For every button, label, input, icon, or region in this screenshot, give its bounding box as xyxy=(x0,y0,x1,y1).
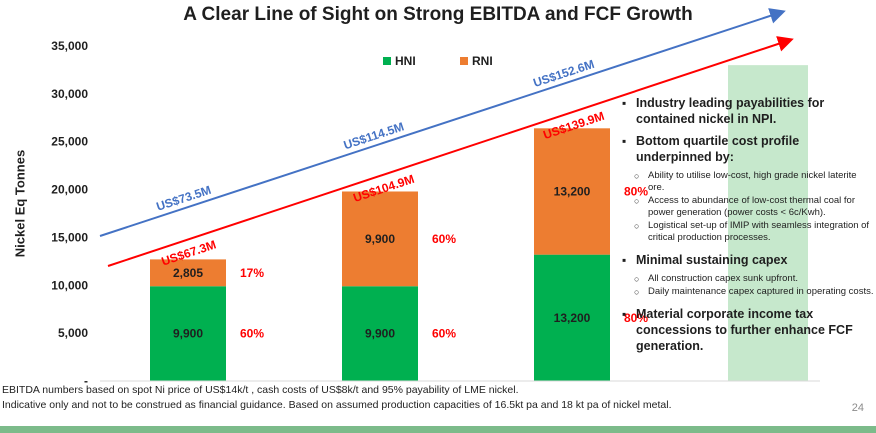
legend-swatch-rni xyxy=(460,57,468,65)
legend-label-hni: HNI xyxy=(395,54,416,68)
rni-pct-label: 17% xyxy=(240,266,264,280)
bullet-tax: Material corporate income tax concession… xyxy=(622,306,874,354)
hni-pct-label: 60% xyxy=(240,327,264,341)
bar-hni xyxy=(150,286,226,381)
page-number: 24 xyxy=(851,402,864,414)
hni-data-label: 9,900 xyxy=(173,327,203,341)
y-tick-label: 5,000 xyxy=(58,326,88,340)
rni-data-label: 9,900 xyxy=(365,232,395,246)
rni-pct-label: 60% xyxy=(432,232,456,246)
bar-rni xyxy=(534,128,610,255)
sub-bullet-ore: Ability to utilise low-cost, high grade … xyxy=(622,170,874,194)
trend-label-fcf: US$152.6M xyxy=(531,57,596,90)
bar-hni xyxy=(342,286,418,381)
trend-line-ebitda xyxy=(107,36,794,267)
hni-data-label: 13,200 xyxy=(554,311,591,325)
bar-rni xyxy=(150,259,226,287)
sub-bullet-maintenance: Daily maintenance capex captured in oper… xyxy=(622,286,874,298)
y-tick-label: 35,000 xyxy=(51,39,88,53)
bar-rni xyxy=(342,191,418,287)
y-tick-label: - xyxy=(84,374,88,388)
trend-label-fcf: US$114.5M xyxy=(342,119,406,152)
y-axis-label: Nickel Eq Tonnes xyxy=(12,149,28,258)
bullet-capex: Minimal sustaining capex xyxy=(622,252,874,268)
footnote-disclaimer: Indicative only and not to be construed … xyxy=(2,399,672,411)
y-tick-label: 30,000 xyxy=(51,87,88,101)
y-tick-label: 15,000 xyxy=(51,230,88,244)
rni-data-label: 2,805 xyxy=(173,266,203,280)
bullet-cost-profile: Bottom quartile cost profile underpinned… xyxy=(622,133,874,165)
sub-bullet-construction: All construction capex sunk upfront. xyxy=(622,273,874,285)
bar-hni xyxy=(534,254,610,381)
y-tick-label: 20,000 xyxy=(51,183,88,197)
bullet-list: Industry leading payabilities for contai… xyxy=(622,95,874,360)
rni-data-label: 13,200 xyxy=(554,184,591,198)
sub-bullet-coal: Access to abundance of low-cost thermal … xyxy=(622,195,874,219)
hni-data-label: 9,900 xyxy=(365,327,395,341)
bottom-accent-bar xyxy=(0,426,876,433)
sub-bullet-logistics: Logistical set-up of IMIP with seamless … xyxy=(622,220,874,244)
footnote-ebitda: EBITDA numbers based on spot Ni price of… xyxy=(2,384,519,396)
hni-pct-label: 60% xyxy=(432,327,456,341)
y-tick-label: 10,000 xyxy=(51,278,88,292)
legend-swatch-hni xyxy=(383,57,391,65)
trend-line-fcf xyxy=(99,8,786,237)
bullet-payabilities: Industry leading payabilities for contai… xyxy=(622,95,874,127)
y-tick-label: 25,000 xyxy=(51,135,88,149)
chart-title: A Clear Line of Sight on Strong EBITDA a… xyxy=(183,4,693,25)
legend-label-rni: RNI xyxy=(472,54,493,68)
